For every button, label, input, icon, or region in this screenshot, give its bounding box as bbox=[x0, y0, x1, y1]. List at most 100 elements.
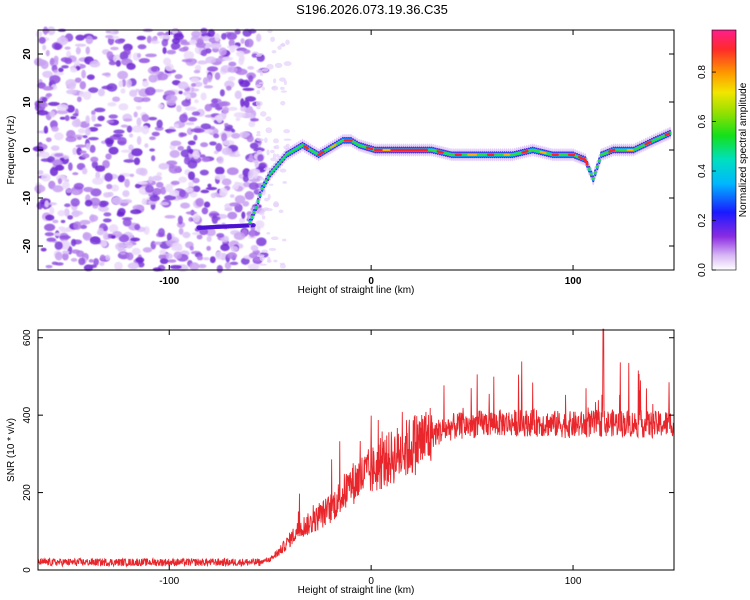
noise-blob bbox=[79, 91, 86, 98]
noise-blob bbox=[249, 142, 259, 149]
noise-blob bbox=[176, 105, 182, 113]
noise-blob bbox=[274, 62, 283, 69]
ridge-segment bbox=[309, 148, 312, 152]
noise-blob bbox=[178, 176, 187, 183]
noise-blob bbox=[248, 252, 260, 259]
noise-blob bbox=[269, 183, 274, 186]
noise-blob bbox=[196, 234, 203, 240]
noise-blob bbox=[79, 224, 88, 230]
noise-blob bbox=[190, 128, 202, 133]
noise-blob bbox=[105, 34, 114, 39]
noise-blob bbox=[218, 101, 231, 107]
ridge-highlight bbox=[539, 150, 547, 155]
noise-blob bbox=[165, 94, 178, 103]
noise-blob bbox=[248, 153, 254, 163]
noise-blob bbox=[85, 143, 91, 150]
noise-blob bbox=[254, 161, 259, 168]
noise-blob bbox=[42, 44, 47, 51]
x-tick-label: -100 bbox=[159, 576, 179, 587]
noise-blob bbox=[90, 156, 99, 163]
noise-blob bbox=[145, 184, 154, 193]
noise-blob bbox=[51, 126, 59, 132]
noise-blob bbox=[59, 116, 66, 120]
noise-blob bbox=[72, 113, 79, 117]
noise-blob bbox=[51, 261, 58, 266]
ridge-segment bbox=[315, 152, 319, 155]
noise-blob bbox=[58, 67, 64, 73]
noise-blob bbox=[81, 167, 88, 175]
noise-blob bbox=[117, 174, 125, 183]
noise-blob bbox=[87, 136, 99, 141]
noise-blob bbox=[242, 174, 249, 183]
noise-blob bbox=[194, 99, 199, 104]
noise-blob bbox=[159, 201, 170, 206]
ridge-segment bbox=[266, 176, 270, 179]
noise-blob bbox=[73, 221, 82, 230]
noise-blob bbox=[167, 259, 177, 263]
noise-blob bbox=[111, 235, 116, 239]
noise-blob bbox=[256, 130, 261, 135]
ridge-segment bbox=[282, 156, 286, 159]
noise-blob bbox=[67, 82, 76, 90]
noise-blob bbox=[264, 137, 268, 144]
noise-blob bbox=[260, 111, 267, 117]
noise-blob bbox=[150, 40, 160, 45]
noise-blob bbox=[219, 89, 225, 97]
noise-blob bbox=[164, 129, 177, 133]
colorbar-gradient bbox=[711, 29, 737, 271]
noise-blob bbox=[102, 231, 109, 241]
noise-blob bbox=[153, 188, 162, 195]
noise-blob bbox=[211, 215, 219, 224]
noise-blob bbox=[44, 223, 56, 232]
noise-blob bbox=[222, 106, 229, 114]
noise-blob bbox=[35, 30, 43, 38]
noise-blob bbox=[270, 149, 275, 154]
noise-blob bbox=[258, 163, 267, 169]
noise-blob bbox=[165, 183, 173, 193]
noise-blob bbox=[79, 219, 91, 225]
noise-blob bbox=[210, 42, 222, 49]
noise-blob bbox=[110, 46, 119, 51]
noise-blob bbox=[272, 78, 277, 84]
noise-blob bbox=[248, 75, 254, 83]
noise-blob bbox=[68, 162, 73, 171]
noise-blob bbox=[162, 47, 167, 54]
noise-blob bbox=[264, 197, 269, 202]
noise-blob bbox=[38, 36, 46, 44]
noise-blob bbox=[130, 209, 142, 215]
noise-blob bbox=[242, 87, 255, 91]
noise-blob bbox=[130, 237, 141, 242]
noise-blob bbox=[214, 115, 223, 121]
noise-blob bbox=[272, 153, 277, 159]
ridge-peak bbox=[317, 150, 325, 157]
noise-blob bbox=[169, 149, 180, 158]
ridge-segment bbox=[248, 220, 252, 224]
noise-blob bbox=[142, 247, 153, 253]
noise-blob bbox=[146, 35, 152, 44]
noise-blob bbox=[273, 201, 279, 208]
noise-blob bbox=[233, 232, 246, 241]
noise-blob bbox=[117, 70, 129, 80]
noise-blob bbox=[124, 241, 134, 249]
noise-blob bbox=[40, 158, 53, 162]
noise-blob bbox=[156, 119, 163, 129]
noise-blob bbox=[213, 150, 219, 155]
noise-blob bbox=[189, 245, 194, 251]
noise-blob bbox=[53, 55, 59, 63]
noise-blob bbox=[216, 233, 225, 238]
noise-blob bbox=[177, 215, 183, 225]
noise-blob bbox=[188, 148, 194, 154]
noise-blob bbox=[283, 80, 287, 86]
ridge-segment bbox=[353, 141, 357, 144]
noise-blob bbox=[256, 237, 267, 247]
noise-blob bbox=[57, 210, 66, 217]
noise-blob bbox=[280, 100, 286, 106]
ridge-segment bbox=[249, 223, 256, 228]
noise-blob bbox=[203, 85, 214, 89]
snr-ticks: -100 0 100 0 200 400 600 bbox=[22, 329, 674, 587]
ridge-segment bbox=[355, 142, 359, 146]
noise-blob bbox=[149, 194, 160, 202]
noise-blob bbox=[224, 207, 233, 212]
noise-blob bbox=[205, 56, 217, 64]
noise-blob bbox=[104, 172, 113, 182]
